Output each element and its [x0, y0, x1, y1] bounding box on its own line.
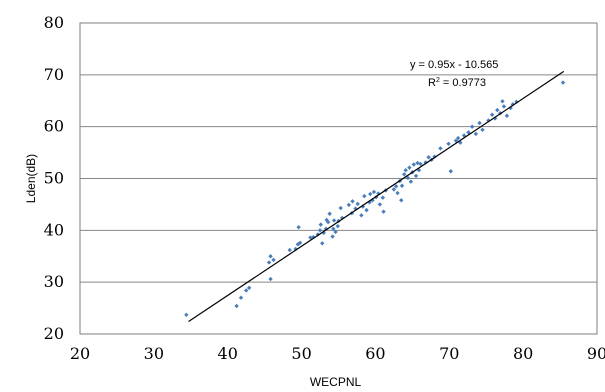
- data-point: [423, 160, 428, 165]
- data-point: [501, 104, 507, 109]
- data-point: [325, 219, 331, 225]
- data-point: [438, 146, 443, 151]
- data-point: [296, 225, 301, 230]
- trendline-equation-label: y = 0.95x - 10.565: [410, 59, 498, 71]
- data-point: [297, 240, 303, 245]
- data-point: [268, 254, 273, 259]
- data-point: [330, 234, 335, 239]
- data-point: [426, 155, 431, 160]
- x-tick-label: 30: [144, 344, 164, 363]
- data-point: [469, 124, 475, 129]
- data-point: [489, 112, 495, 117]
- data-point: [473, 131, 479, 137]
- data-point: [331, 218, 337, 223]
- x-tick-label: 70: [439, 344, 459, 363]
- data-point: [331, 226, 336, 231]
- y-tick-labels: 20 30 40 50 60 70 80: [44, 13, 64, 343]
- data-point: [408, 179, 414, 184]
- y-tick-label: 60: [44, 117, 64, 136]
- data-point: [359, 213, 364, 218]
- x-tick-labels: 20 30 40 50 60 70 80 90: [70, 344, 605, 363]
- data-point: [391, 187, 397, 192]
- x-tick-label: 20: [70, 344, 90, 363]
- data-point: [234, 303, 239, 309]
- data-point: [480, 127, 485, 132]
- data-point: [504, 113, 510, 118]
- data-point: [495, 107, 500, 113]
- y-tick-label: 50: [44, 169, 64, 188]
- data-point: [318, 222, 323, 227]
- data-point: [403, 168, 408, 173]
- data-point: [453, 138, 459, 143]
- data-point: [238, 295, 244, 300]
- data-point: [308, 235, 313, 240]
- data-point: [327, 211, 332, 216]
- data-point: [399, 198, 404, 203]
- x-tick-label: 50: [291, 344, 311, 363]
- data-point: [320, 241, 325, 246]
- data-point: [466, 130, 471, 135]
- data-point: [346, 202, 352, 208]
- data-point: [184, 312, 189, 318]
- y-tick-label: 40: [44, 220, 64, 239]
- data-point: [317, 228, 323, 233]
- data-point: [492, 116, 498, 121]
- data-point: [418, 161, 423, 167]
- x-axis-title: WECPNL: [310, 375, 362, 389]
- y-axis-title: Lden(dB): [24, 154, 38, 203]
- data-point: [486, 118, 491, 123]
- data-point: [355, 201, 360, 207]
- data-point: [350, 199, 355, 204]
- x-tick-label: 60: [365, 344, 385, 363]
- y-tick-label: 20: [44, 324, 64, 343]
- x-tick-label: 90: [587, 344, 605, 363]
- r-squared-label: R2 = 0.9773: [428, 77, 486, 89]
- data-point: [395, 190, 400, 196]
- data-point: [413, 173, 419, 179]
- data-point: [266, 260, 272, 265]
- data-point: [405, 175, 411, 181]
- data-point: [287, 247, 292, 253]
- data-point: [446, 141, 451, 146]
- data-point: [381, 209, 386, 214]
- data-point: [455, 135, 461, 141]
- data-point: [560, 80, 566, 85]
- data-point: [335, 223, 340, 229]
- data-points: [184, 80, 566, 318]
- data-point: [368, 191, 373, 197]
- x-tick-label: 80: [513, 344, 533, 363]
- x-tick-label: 40: [218, 344, 238, 363]
- data-point: [364, 207, 369, 213]
- data-point: [377, 202, 383, 207]
- data-point: [371, 189, 377, 195]
- data-point: [407, 165, 412, 170]
- y-tick-label: 30: [44, 272, 64, 291]
- data-point: [333, 229, 338, 235]
- data-point: [362, 193, 367, 199]
- y-tick-label: 70: [44, 65, 64, 84]
- data-point: [399, 183, 405, 188]
- data-point: [243, 288, 249, 293]
- data-point: [268, 276, 273, 282]
- data-point: [461, 133, 467, 138]
- data-point: [500, 99, 505, 104]
- data-point: [402, 172, 407, 177]
- data-point: [393, 184, 399, 189]
- data-point: [246, 285, 252, 291]
- y-tick-label: 80: [44, 13, 64, 32]
- data-point: [380, 195, 386, 200]
- data-point: [477, 120, 482, 126]
- plot-area-frame: [79, 22, 598, 335]
- data-point: [271, 257, 276, 263]
- trendline: [188, 70, 565, 323]
- gridlines: [80, 22, 597, 335]
- data-point: [338, 205, 343, 211]
- data-point: [411, 162, 417, 167]
- data-point: [448, 169, 453, 174]
